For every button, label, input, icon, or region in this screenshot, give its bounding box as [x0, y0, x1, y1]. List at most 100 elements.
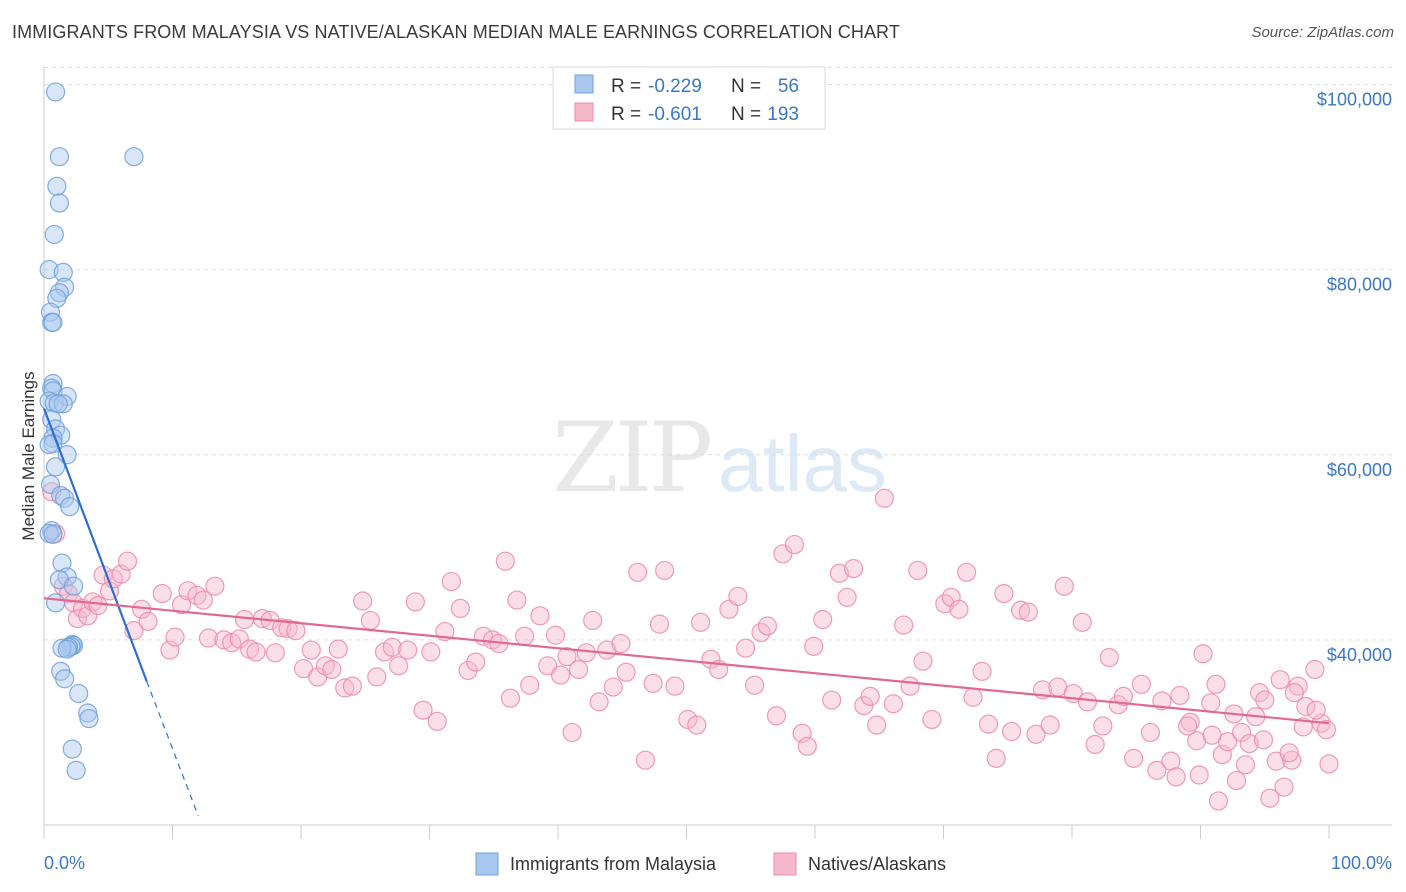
natives-point-135	[1026, 724, 1046, 744]
series-natives-alaskans	[42, 482, 1339, 811]
natives-point-119	[900, 676, 920, 696]
legend-box: R = -0.229 N = 56 R = -0.601 N = 193	[552, 66, 826, 130]
malaysia-point-2	[49, 147, 70, 167]
natives-point-55	[413, 700, 433, 720]
natives-point-163	[1232, 722, 1252, 743]
malaysia-point-8	[54, 277, 75, 297]
natives-point-173	[1305, 659, 1325, 680]
watermark: ZIP atlas	[552, 402, 887, 514]
natives-point-154	[1170, 685, 1190, 706]
natives-point-73	[545, 625, 566, 645]
natives-point-39	[293, 658, 314, 679]
natives-point-175	[1316, 720, 1337, 740]
natives-point-116	[874, 488, 894, 508]
natives-point-76	[562, 722, 582, 743]
natives-point-78	[576, 643, 596, 663]
watermark-atlas: atlas	[718, 419, 887, 508]
natives-point-131	[994, 583, 1014, 604]
natives-point-111	[837, 587, 857, 607]
x-tick-label-0: 0.0%	[44, 853, 85, 873]
natives-point-188	[1189, 765, 1209, 785]
malaysia-point-54	[66, 760, 86, 780]
legend-r-label-1: R =	[611, 76, 641, 97]
y-tick-label-40000: $40,000	[1327, 645, 1392, 665]
natives-point-139	[1054, 576, 1074, 596]
natives-point-137	[1040, 715, 1060, 735]
bottom-legend: Immigrants from Malaysia Natives/Alaskan…	[475, 852, 946, 876]
natives-point-151	[1147, 760, 1167, 780]
malaysia-point-5	[44, 224, 64, 245]
natives-point-167	[1260, 788, 1280, 808]
natives-point-26	[205, 576, 225, 596]
natives-point-180	[1284, 683, 1304, 703]
x-ticks	[43, 825, 1330, 839]
natives-point-49	[367, 667, 387, 687]
natives-point-104	[784, 534, 805, 555]
natives-point-108	[813, 609, 833, 630]
natives-point-77	[568, 659, 589, 680]
natives-point-18	[152, 583, 172, 604]
malaysia-point-7	[53, 262, 73, 283]
natives-point-150	[1140, 722, 1160, 743]
natives-point-56	[421, 642, 441, 662]
natives-point-121	[913, 651, 933, 671]
natives-point-178	[1270, 670, 1290, 690]
natives-point-164	[1239, 733, 1259, 754]
malaysia-point-50	[69, 683, 89, 704]
natives-point-79	[583, 610, 603, 631]
natives-point-145	[1099, 647, 1119, 668]
natives-point-126	[957, 562, 977, 582]
natives-point-128	[972, 661, 992, 681]
trend-lines	[42, 408, 1330, 816]
malaysia-point-40	[63, 576, 84, 596]
natives-point-106	[797, 736, 817, 756]
malaysia-point-20	[53, 394, 73, 414]
natives-point-185	[1208, 791, 1229, 811]
natives-point-97	[728, 586, 748, 606]
natives-point-60	[450, 598, 470, 619]
natives-point-189	[1178, 716, 1198, 736]
legend-n-label-1: N =	[731, 76, 761, 97]
chart-title: IMMIGRANTS FROM MALAYSIA VS NATIVE/ALASK…	[12, 22, 900, 42]
malaysia-point-38	[57, 567, 77, 587]
natives-point-114	[860, 686, 880, 706]
natives-point-72	[538, 656, 558, 676]
grid	[44, 67, 1392, 641]
natives-point-59	[441, 571, 461, 592]
natives-point-179	[1255, 690, 1275, 710]
malaysia-point-41	[45, 593, 66, 613]
y-tick-labels: $40,000 $60,000 $80,000 $100,000	[1317, 90, 1392, 665]
natives-point-24	[193, 590, 213, 610]
natives-point-147	[1113, 686, 1134, 706]
natives-point-132	[1002, 721, 1022, 742]
chart-source: Source: ZipAtlas.com	[1251, 24, 1394, 41]
natives-point-127	[963, 687, 983, 707]
trend-line-malaysia-extension	[146, 681, 199, 816]
natives-point-142	[1077, 692, 1098, 712]
malaysia-point-33	[60, 496, 80, 517]
natives-point-182	[1306, 700, 1326, 720]
natives-point-183	[1279, 743, 1299, 763]
natives-point-158	[1201, 693, 1221, 713]
natives-point-143	[1085, 734, 1105, 755]
natives-point-30	[234, 609, 255, 630]
y-tick-label-60000: $60,000	[1327, 460, 1392, 480]
natives-point-67	[500, 688, 521, 708]
malaysia-point-1	[124, 147, 144, 167]
natives-point-101	[757, 616, 778, 636]
natives-point-88	[649, 614, 670, 634]
natives-point-157	[1193, 644, 1213, 664]
natives-point-141	[1072, 612, 1092, 632]
natives-point-51	[382, 637, 402, 657]
malaysia-point-13	[43, 312, 63, 332]
x-tick-label-100: 100.0%	[1331, 853, 1392, 873]
natives-point-43	[322, 659, 342, 680]
natives-point-99	[745, 675, 765, 695]
natives-point-91	[678, 709, 698, 730]
natives-point-32	[246, 642, 266, 662]
natives-point-149	[1131, 674, 1151, 694]
natives-point-130	[986, 748, 1006, 768]
natives-point-190	[1166, 767, 1186, 787]
natives-point-113	[854, 695, 874, 716]
natives-point-9	[88, 596, 108, 616]
